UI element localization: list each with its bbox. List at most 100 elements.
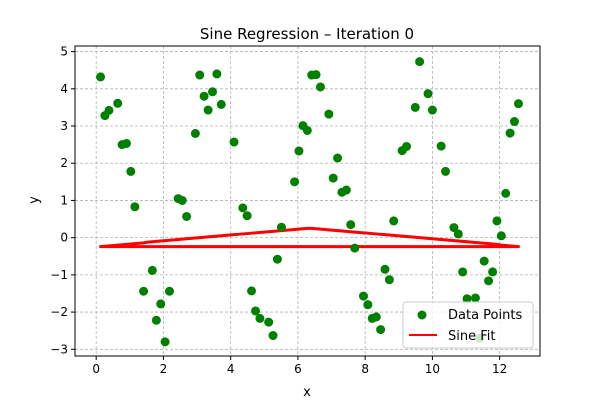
sine-fit-series <box>99 226 520 249</box>
x-tick-label: 0 <box>92 362 100 376</box>
data-point <box>238 203 248 213</box>
data-point <box>294 146 304 156</box>
data-point <box>501 188 511 198</box>
data-point <box>199 91 209 101</box>
data-point <box>272 254 282 264</box>
x-tick-label: 2 <box>160 362 168 376</box>
data-point <box>251 306 261 316</box>
plot-frame <box>74 45 541 357</box>
data-point <box>255 313 265 323</box>
data-point <box>389 216 399 226</box>
data-point <box>496 231 506 241</box>
data-point <box>276 222 286 232</box>
data-point <box>470 293 480 303</box>
data-point <box>264 317 274 327</box>
y-tick-label: 4 <box>60 82 68 96</box>
data-point <box>509 117 519 127</box>
x-axis-label: x <box>303 385 311 400</box>
data-point <box>423 89 433 99</box>
data-point <box>130 202 140 212</box>
y-tick-label: 3 <box>60 119 68 133</box>
chart-title: Sine Regression – Iteration 0 <box>200 25 414 43</box>
x-tick-label: 8 <box>361 362 369 376</box>
data-point <box>315 82 325 92</box>
data-point <box>328 173 338 183</box>
x-tick-label: 4 <box>227 362 235 376</box>
legend-label-fit: Sine Fit <box>448 329 495 344</box>
data-point <box>212 69 222 79</box>
data-point <box>350 243 360 253</box>
data-point <box>156 299 166 309</box>
data-points-series <box>96 57 523 347</box>
data-point <box>462 294 472 304</box>
legend: Data Points Sine Fit <box>402 301 534 349</box>
data-point <box>505 128 515 138</box>
legend-box <box>402 301 534 349</box>
data-point <box>371 312 381 322</box>
data-point <box>333 153 343 163</box>
data-point <box>121 139 131 148</box>
data-point <box>242 211 252 221</box>
data-point <box>203 105 213 115</box>
data-point <box>164 286 174 296</box>
data-point <box>384 275 394 285</box>
data-point <box>247 286 257 296</box>
data-point <box>104 105 114 115</box>
data-point <box>341 185 351 195</box>
data-point <box>160 337 170 347</box>
data-point <box>177 195 187 205</box>
data-point <box>513 99 523 109</box>
data-point <box>458 267 468 277</box>
data-point <box>290 177 300 187</box>
y-tick-label: −1 <box>50 268 68 282</box>
data-point <box>427 105 437 115</box>
data-point <box>268 331 278 341</box>
y-tick-label: 1 <box>60 193 68 207</box>
y-tick-label: 5 <box>60 45 68 59</box>
data-point <box>380 264 390 274</box>
data-point <box>96 72 106 82</box>
data-point <box>376 325 386 335</box>
sine-fit-line <box>99 226 520 249</box>
data-point <box>229 137 239 147</box>
data-point <box>208 87 218 97</box>
data-point <box>126 166 136 176</box>
data-point <box>190 128 200 138</box>
data-point <box>488 267 498 277</box>
y-tick-label: −2 <box>50 305 68 319</box>
data-point <box>363 300 373 310</box>
data-point <box>302 125 312 135</box>
data-point <box>346 220 356 230</box>
legend-label-points: Data Points <box>448 308 522 323</box>
data-point <box>441 166 451 176</box>
data-point <box>402 141 412 151</box>
data-point <box>139 286 149 296</box>
data-point <box>216 99 226 109</box>
data-point <box>151 315 161 325</box>
data-point <box>415 57 425 67</box>
data-point <box>324 109 334 119</box>
y-axis-label: y <box>27 196 42 204</box>
data-point <box>453 229 463 239</box>
y-tick-label: 0 <box>60 231 68 245</box>
data-point <box>311 70 321 80</box>
data-point <box>358 291 368 301</box>
data-point <box>484 276 494 286</box>
data-point <box>410 102 420 112</box>
data-point <box>147 265 157 275</box>
data-point <box>449 223 459 233</box>
x-tick-label: 6 <box>294 362 302 376</box>
data-point <box>195 70 205 80</box>
x-tick-label: 10 <box>425 362 440 376</box>
y-tick-label: 2 <box>60 156 68 170</box>
data-point <box>113 98 123 108</box>
legend-marker-points <box>417 310 427 320</box>
data-point <box>479 256 489 266</box>
data-point <box>182 211 192 221</box>
data-point <box>492 216 502 226</box>
data-point <box>436 141 446 151</box>
x-tick-label: 12 <box>492 362 507 376</box>
